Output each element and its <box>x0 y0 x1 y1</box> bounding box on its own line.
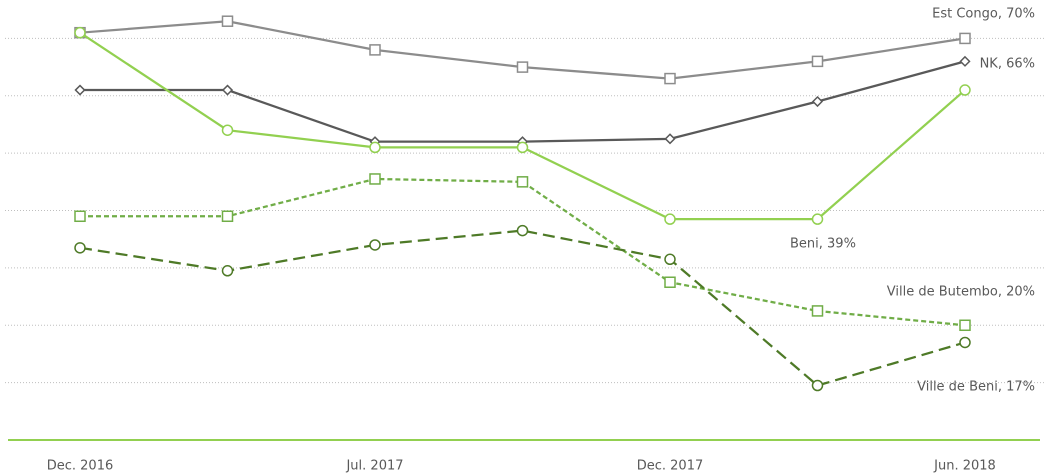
marker <box>221 124 234 136</box>
series-line <box>80 177 966 327</box>
x-tick-label: Dec. 2017 <box>637 459 704 474</box>
marker <box>811 213 824 225</box>
marker <box>811 305 824 317</box>
series-label: Est Congo, 70% <box>932 7 1035 22</box>
marker <box>369 44 381 56</box>
marker <box>664 276 676 288</box>
series-label: Ville de Butembo, 20% <box>887 285 1035 300</box>
marker <box>516 176 529 188</box>
series-line <box>79 31 966 221</box>
marker <box>811 95 824 108</box>
marker <box>74 242 86 254</box>
series-label: Beni, 39% <box>790 237 856 252</box>
marker <box>516 224 529 237</box>
marker <box>74 26 86 39</box>
series-label: Ville de Beni, 17% <box>917 380 1035 395</box>
x-tick-label: Jun. 2018 <box>933 459 996 474</box>
marker <box>664 213 676 225</box>
x-tick-label: Dec. 2016 <box>47 459 114 474</box>
marker <box>959 84 971 96</box>
marker <box>959 336 971 349</box>
marker <box>664 253 676 266</box>
marker <box>369 141 381 154</box>
marker <box>811 55 824 68</box>
marker <box>74 210 86 223</box>
marker <box>959 319 971 332</box>
marker <box>664 72 676 85</box>
marker <box>959 32 971 45</box>
marker <box>664 133 676 145</box>
marker <box>221 84 234 96</box>
x-tick-label: Jul. 2017 <box>345 459 403 474</box>
marker <box>221 265 234 277</box>
marker <box>516 61 529 73</box>
marker <box>221 15 234 27</box>
marker <box>369 239 381 251</box>
marker <box>74 84 86 96</box>
series-line <box>79 229 966 387</box>
marker <box>959 55 971 67</box>
marker <box>811 379 824 392</box>
marker <box>516 141 529 154</box>
marker <box>369 173 381 185</box>
series-label: NK, 66% <box>980 57 1035 72</box>
series-line <box>80 60 966 143</box>
marker <box>221 210 234 223</box>
